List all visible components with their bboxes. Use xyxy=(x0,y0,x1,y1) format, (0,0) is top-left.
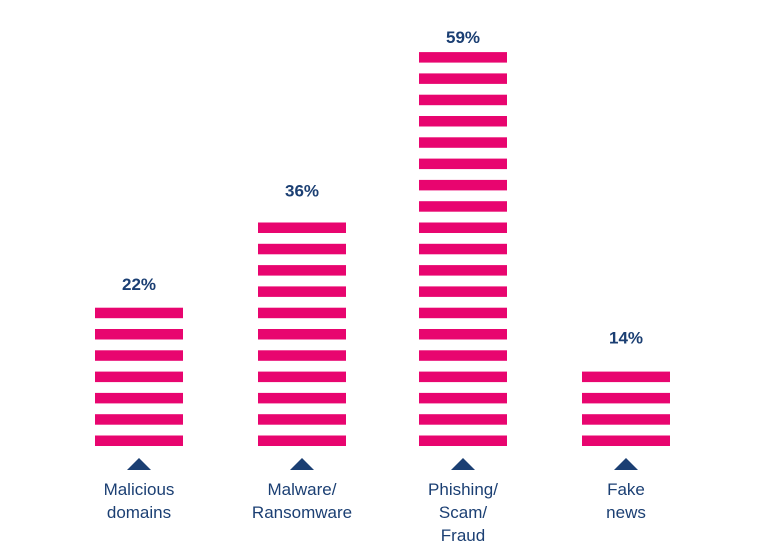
bar-stripe xyxy=(258,329,346,340)
bar-stripe xyxy=(419,286,507,297)
bar-stripe xyxy=(419,222,507,233)
category-label-line: Fraud xyxy=(441,526,485,545)
value-label: 22% xyxy=(122,275,156,294)
category-label-line: Phishing/ xyxy=(428,480,498,499)
bar-stripe xyxy=(419,350,507,361)
bar-stripe xyxy=(582,435,670,446)
category-label: Malware/Ransomware xyxy=(252,480,352,522)
bar-stripe xyxy=(419,307,507,319)
bar-stripe xyxy=(95,307,183,319)
triangle-marker-icon xyxy=(290,458,314,470)
bar-stripe xyxy=(419,329,507,340)
bar-stripe xyxy=(419,265,507,276)
bar-stripe xyxy=(419,435,507,446)
bar-stripe xyxy=(258,286,346,297)
bar-stripe xyxy=(95,435,183,446)
category-label-line: Ransomware xyxy=(252,503,352,522)
triangle-marker-icon xyxy=(127,458,151,470)
bar-stripe xyxy=(419,243,507,255)
bar-stripe xyxy=(258,414,346,425)
bar-2 xyxy=(258,222,346,446)
bar-stripe xyxy=(258,307,346,319)
category-label-line: Scam/ xyxy=(439,503,487,522)
bar-stripe xyxy=(258,392,346,404)
category-label-line: Malware/ xyxy=(268,480,337,499)
bar-stripe xyxy=(95,392,183,404)
bar-stripe xyxy=(419,201,507,212)
category-label: Phishing/Scam/Fraud xyxy=(428,480,498,545)
category-label-line: news xyxy=(606,503,646,522)
bar-stripe xyxy=(258,265,346,276)
bar-stripe xyxy=(419,158,507,170)
bar-stripe xyxy=(419,137,507,148)
bar-stripe xyxy=(258,243,346,255)
bar-4 xyxy=(582,371,670,446)
triangle-marker-icon xyxy=(451,458,475,470)
category-label-line: domains xyxy=(107,503,171,522)
bar-stripe xyxy=(95,371,183,383)
value-label: 59% xyxy=(446,28,480,47)
bar-stripe xyxy=(258,371,346,383)
category-label: Fake news xyxy=(606,480,646,522)
category-label-line: Malicious xyxy=(104,480,175,499)
bar-stripe xyxy=(95,414,183,425)
bar-stripe xyxy=(95,329,183,340)
bar-stripe xyxy=(258,435,346,446)
bar-stripe xyxy=(419,371,507,383)
triangle-marker-icon xyxy=(614,458,638,470)
bar-stripe xyxy=(419,414,507,425)
bar-1 xyxy=(95,307,183,446)
value-label: 36% xyxy=(285,182,319,201)
bar-stripe xyxy=(419,52,507,63)
category-label: Malicious domains xyxy=(104,480,175,522)
value-label: 14% xyxy=(609,329,643,348)
bar-stripe xyxy=(419,94,507,106)
bar-stripe xyxy=(258,222,346,233)
category-label-line: Fake xyxy=(607,480,645,499)
bar-stripe xyxy=(582,414,670,425)
bar-3 xyxy=(419,52,507,446)
bar-stripe xyxy=(582,392,670,404)
bar-stripe xyxy=(258,350,346,361)
bar-stripe xyxy=(95,350,183,361)
bar-stripe xyxy=(419,392,507,404)
bar-stripe xyxy=(419,179,507,191)
bar-stripe xyxy=(419,116,507,127)
bar-stripe xyxy=(419,73,507,84)
bar-stripe xyxy=(582,371,670,383)
